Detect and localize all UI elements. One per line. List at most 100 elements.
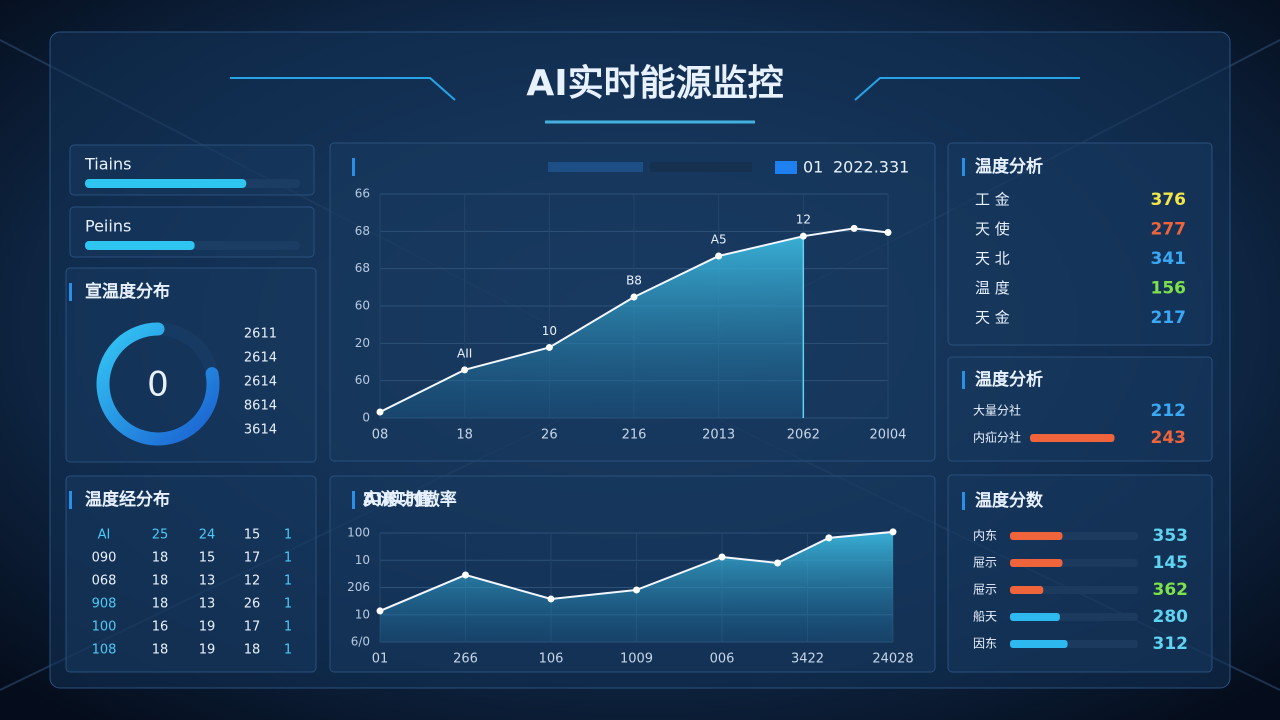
panel-title: 温度分析 (975, 156, 1043, 177)
gauge-legend: 2614 (244, 351, 277, 366)
table-cell: 24 (199, 528, 216, 543)
bar (1010, 640, 1068, 648)
row-value: 145 (1153, 553, 1189, 573)
table-cell: 100 (92, 620, 117, 635)
table-cell: 1 (284, 620, 292, 635)
point-label: AII (457, 346, 472, 360)
x-axis-label: 18 (456, 428, 473, 443)
row-label: 因东 (973, 637, 997, 651)
y-axis-label: 6/0 (351, 635, 370, 649)
y-axis-label: 60 (355, 299, 370, 313)
y-axis-label: 100 (347, 526, 370, 540)
point (715, 252, 723, 260)
x-axis-label: 006 (710, 652, 735, 667)
row-value: 341 (1151, 249, 1187, 269)
table-cell: 908 (92, 597, 117, 612)
x-axis-label: 1009 (620, 652, 653, 667)
point (462, 571, 469, 579)
x-axis-label: 3422 (791, 652, 824, 667)
table-cell: 1 (284, 597, 292, 612)
row-label: 天 北 (975, 250, 1010, 268)
bar (1030, 434, 1115, 442)
table-cell: 090 (92, 551, 117, 566)
panel-title: 温度经分布 (85, 489, 170, 510)
page-title: AI实时能源监控 (526, 63, 783, 104)
gauge-legend: 2614 (244, 375, 277, 390)
y-axis-label: 68 (355, 224, 370, 238)
table-cell: 16 (152, 620, 169, 635)
table-cell: 18 (152, 643, 169, 658)
row-value: 156 (1151, 279, 1187, 299)
row-label: 内疝分社 (973, 430, 1021, 445)
table-cell: 1 (284, 643, 292, 658)
table-cell: 25 (152, 528, 169, 543)
row-label: 温 度 (975, 279, 1010, 297)
point (774, 559, 782, 567)
row-label: 工 金 (975, 191, 1010, 209)
point (376, 408, 384, 416)
point (461, 366, 469, 374)
table-cell: 18 (244, 643, 261, 658)
table-cell: 17 (244, 620, 261, 635)
y-axis-label: 20 (355, 336, 370, 350)
row-value: 312 (1153, 634, 1189, 654)
row-label: 大量分社 (973, 403, 1021, 418)
panel-title: AII实时傲率 (363, 489, 457, 510)
bar (1010, 613, 1060, 621)
x-axis-label: 216 (622, 428, 647, 443)
row-value: 362 (1153, 580, 1189, 600)
point-label: A5 (711, 232, 727, 246)
point (825, 534, 833, 542)
row-value: 376 (1151, 190, 1187, 210)
y-axis-label: 66 (355, 187, 370, 201)
row-label: 船天 (973, 610, 997, 624)
y-axis-label: 68 (355, 261, 370, 275)
row-value: 212 (1151, 401, 1187, 421)
legend-swatch (775, 161, 797, 174)
table-cell: 1 (284, 528, 292, 543)
gauge-legend: 8614 (244, 399, 277, 414)
row-value: 353 (1153, 526, 1189, 546)
panel-title: 实漾功值 (363, 489, 431, 510)
progress-label: Peiins (85, 217, 131, 236)
gauge-legend: 3614 (244, 423, 277, 438)
progress-label: Tiains (84, 155, 131, 174)
table-cell: 13 (199, 597, 216, 612)
table-cell: 15 (244, 528, 261, 543)
table-cell: 13 (199, 574, 216, 589)
table-cell: 19 (199, 643, 216, 658)
table-cell: AI (98, 528, 111, 543)
bar (1010, 586, 1044, 594)
x-axis-label: 08 (372, 428, 389, 443)
legend-decoration (548, 162, 752, 172)
point-label: 10 (542, 324, 557, 338)
panel-title: 温度分数 (975, 490, 1044, 511)
table-cell: 108 (92, 643, 117, 658)
point (630, 293, 638, 301)
row-label: 天 金 (975, 309, 1010, 327)
row-value: 217 (1151, 308, 1187, 328)
x-axis-label: 26 (541, 428, 558, 443)
bar (1010, 532, 1063, 540)
x-axis-label: 106 (539, 652, 564, 667)
y-axis-label: 10 (355, 607, 370, 621)
x-axis-label: 2062 (787, 428, 820, 443)
row-value: 243 (1151, 428, 1187, 448)
table-cell: 18 (152, 597, 169, 612)
point-label: B8 (626, 274, 642, 288)
table-cell: 18 (152, 551, 169, 566)
title-markers (69, 158, 965, 510)
y-axis-label: 0 (362, 411, 370, 425)
point (545, 343, 553, 351)
table-cell: 18 (152, 574, 169, 589)
row-label: 屉示 (973, 583, 997, 597)
table-cell: 19 (199, 620, 216, 635)
header-decoration (230, 77, 1080, 124)
table-cell: 1 (284, 574, 292, 589)
y-axis-label: 10 (355, 553, 370, 567)
point (633, 586, 640, 594)
point-label: 12 (796, 213, 811, 227)
progress-fill (85, 179, 247, 188)
